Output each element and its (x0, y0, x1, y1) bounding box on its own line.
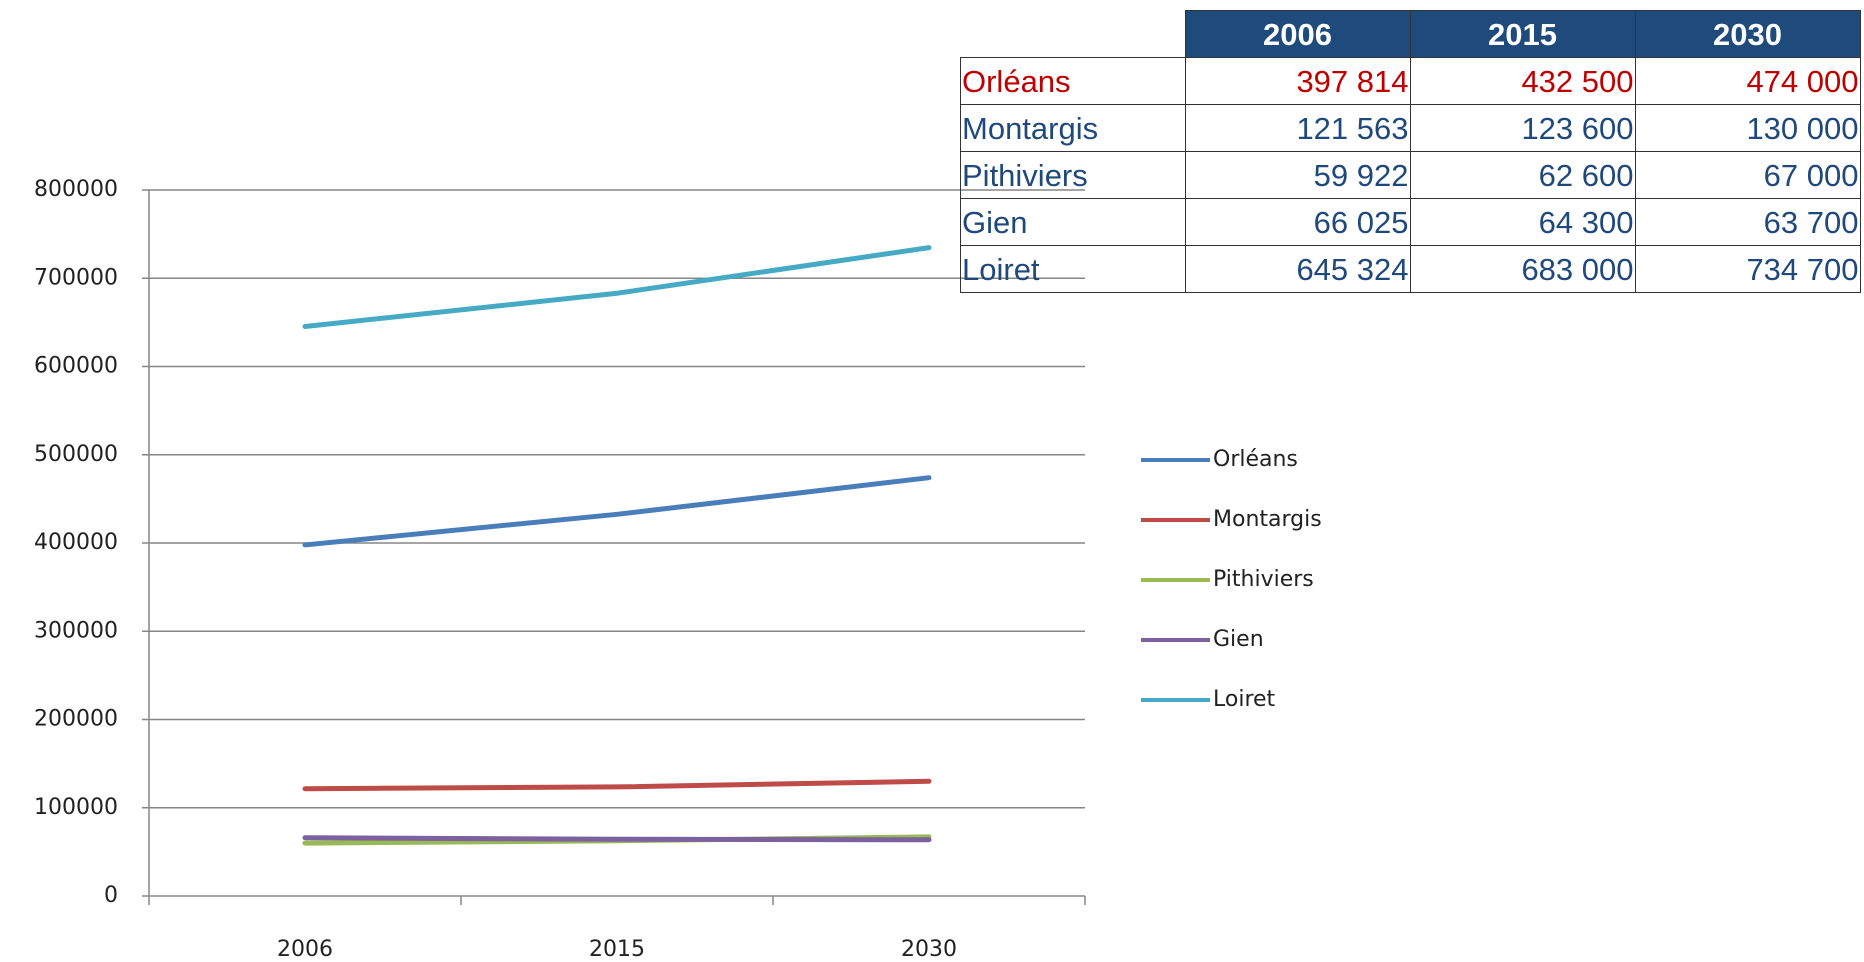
table-cell: 64 300 (1409, 198, 1636, 246)
series-line (302, 245, 932, 330)
legend-label: Loiret (1213, 687, 1276, 712)
table-row: Gien 66 025 64 300 63 700 (960, 198, 1861, 246)
series-line (302, 475, 932, 548)
y-tick-label: 200000 (34, 707, 118, 732)
header-cell: 2030 (1634, 10, 1861, 58)
table-cell: 397 814 (1184, 57, 1411, 105)
x-tick-label: 2030 (901, 937, 957, 962)
y-tick-label: 100000 (34, 795, 118, 820)
table-cell: 121 563 (1184, 104, 1411, 152)
table-cell: 645 324 (1184, 245, 1411, 293)
row-label: Pithiviers (960, 151, 1186, 199)
y-tick-label: 700000 (34, 265, 118, 290)
table-cell: 66 025 (1184, 198, 1411, 246)
table-cell: 683 000 (1409, 245, 1636, 293)
header-cell: 2015 (1409, 10, 1636, 58)
y-tick-label: 500000 (34, 442, 118, 467)
row-label: Orléans (960, 57, 1186, 105)
legend-label: Gien (1213, 627, 1264, 652)
x-tick-label: 2006 (277, 937, 333, 962)
y-tick-label: 800000 (34, 177, 118, 202)
legend-label: Montargis (1213, 507, 1322, 532)
y-tick-label: 300000 (34, 618, 118, 643)
row-label: Gien (960, 198, 1186, 246)
table-row: Orléans 397 814 432 500 474 000 (960, 57, 1861, 105)
table-cell: 130 000 (1634, 104, 1861, 152)
table-row: Pithiviers 59 922 62 600 67 000 (960, 151, 1861, 199)
table-cell: 432 500 (1409, 57, 1636, 105)
table-row: Montargis 121 563 123 600 130 000 (960, 104, 1861, 152)
x-tick-label: 2015 (589, 937, 645, 962)
table-cell: 62 600 (1409, 151, 1636, 199)
table-cell: 59 922 (1184, 151, 1411, 199)
legend-label: Orléans (1213, 447, 1298, 472)
table-cell: 123 600 (1409, 104, 1636, 152)
table-cell: 67 000 (1634, 151, 1861, 199)
data-table: 2006 2015 2030 Orléans 397 814 432 500 474 … (960, 10, 1861, 293)
y-tick-label: 400000 (34, 530, 118, 555)
table-cell: 63 700 (1634, 198, 1861, 246)
table-row: Loiret 645 324 683 000 734 700 (960, 245, 1861, 293)
header-cell: 2006 (1184, 10, 1411, 58)
row-label: Montargis (960, 104, 1186, 152)
series-line (302, 778, 932, 792)
blank-cell (960, 10, 1186, 58)
series-line (302, 835, 932, 843)
row-label: Loiret (960, 245, 1186, 293)
table-cell: 734 700 (1634, 245, 1861, 293)
y-tick-label: 600000 (34, 354, 118, 379)
table-cell: 474 000 (1634, 57, 1861, 105)
header-row: 2006 2015 2030 (960, 10, 1861, 58)
y-tick-label: 0 (104, 883, 118, 908)
legend-label: Pithiviers (1213, 567, 1314, 592)
